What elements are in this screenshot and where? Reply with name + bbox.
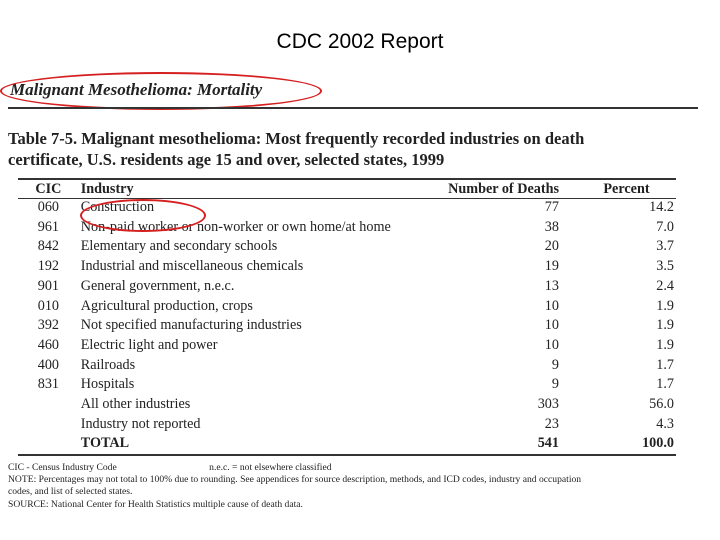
cell-cic: 831 [37, 376, 59, 393]
cell-deaths: 13 [544, 277, 559, 294]
table-row: 831 Hospitals 9 1.7 [18, 375, 676, 395]
cell-cic [18, 395, 79, 415]
cell-industry: Industrial and miscellaneous chemicals [80, 258, 304, 275]
cell-cic: 010 [37, 297, 59, 314]
cell-percent: 1.9 [656, 297, 674, 314]
table-row: 842 Elementary and secondary schools 20 … [18, 237, 676, 257]
cell-cic: 392 [37, 317, 59, 334]
table-header-row: CIC Industry Number of Deaths Percent [18, 180, 676, 198]
cell-cic: 961 [37, 218, 59, 235]
total-deaths: 541 [537, 435, 559, 452]
highlight-oval-heading [0, 72, 322, 110]
cell-industry: Electric light and power [80, 336, 218, 353]
table-row: 010 Agricultural production, crops 10 1.… [18, 297, 676, 317]
cell-cic: 460 [37, 336, 59, 353]
cell-industry: General government, n.e.c. [80, 277, 235, 294]
footnote-cic: CIC - Census Industry Code [8, 462, 117, 473]
footnote-note-line-1: NOTE: Percentages may not total to 100% … [8, 474, 582, 486]
cell-percent: 56.0 [649, 396, 674, 413]
cell-industry: Industry not reported [80, 415, 201, 432]
table-caption-line-1: Table 7-5. Malignant mesothelioma: Most … [8, 129, 585, 148]
cell-deaths: 23 [544, 415, 559, 432]
cell-percent: 3.5 [656, 258, 674, 275]
table-row: 400 Railroads 9 1.7 [18, 356, 676, 376]
cell-percent: 14.2 [649, 199, 674, 215]
cell-cic: 842 [37, 238, 59, 255]
heading-rule [8, 107, 698, 109]
cell-deaths: 10 [544, 297, 559, 314]
column-header-percent: Percent [603, 181, 650, 197]
footnote-nec: n.e.c. = not elsewhere classified [209, 462, 332, 473]
total-label: TOTAL [80, 435, 130, 452]
table-caption: Table 7-5. Malignant mesothelioma: Most … [8, 128, 698, 170]
slide-title: CDC 2002 Report [276, 30, 444, 53]
cell-deaths: 303 [537, 396, 559, 413]
cell-industry: Railroads [80, 356, 136, 373]
cell-deaths: 10 [544, 336, 559, 353]
cell-deaths: 10 [544, 317, 559, 334]
cell-deaths: 20 [544, 238, 559, 255]
table-row: 192 Industrial and miscellaneous chemica… [18, 257, 676, 277]
column-header-deaths: Number of Deaths [448, 181, 559, 197]
table-caption-line-2: certificate, U.S. residents age 15 and o… [8, 150, 445, 169]
cell-deaths: 77 [544, 199, 559, 215]
scanned-document: Malignant Mesothelioma: Mortality Table … [0, 70, 708, 520]
footnote-definitions: CIC - Census Industry Code n.e.c. = not … [8, 462, 708, 474]
footnote-note-line-2: codes, and list of selected states. [8, 486, 133, 498]
cell-percent: 1.9 [656, 317, 674, 334]
table-bottom-rule [18, 454, 676, 456]
cell-percent: 7.0 [656, 218, 674, 235]
cell-industry: Hospitals [80, 376, 135, 393]
footnotes: CIC - Census Industry Code n.e.c. = not … [8, 462, 708, 511]
table-top-rule [18, 178, 676, 180]
cell-cic-empty [18, 434, 79, 454]
table-row: Industry not reported 23 4.3 [18, 415, 676, 435]
total-percent: 100.0 [642, 435, 674, 452]
cell-percent: 1.7 [656, 356, 674, 373]
cell-industry: Agricultural production, crops [80, 297, 253, 314]
cell-cic [18, 415, 79, 435]
cell-industry: All other industries [80, 396, 191, 413]
cell-percent: 2.4 [656, 277, 674, 294]
table-row: All other industries 303 56.0 [18, 395, 676, 415]
cell-percent: 1.7 [656, 376, 674, 393]
column-header-cic: CIC [35, 181, 62, 197]
cell-percent: 4.3 [656, 415, 674, 432]
cell-cic: 192 [37, 258, 59, 275]
cell-deaths: 19 [544, 258, 559, 275]
highlight-oval-construction [80, 199, 206, 232]
cell-percent: 1.9 [656, 336, 674, 353]
footnote-source: SOURCE: National Center for Health Stati… [8, 498, 303, 510]
cell-percent: 3.7 [656, 238, 674, 255]
cell-cic: 901 [37, 277, 59, 294]
cell-deaths: 38 [544, 218, 559, 235]
table-total-row: TOTAL 541 100.0 [18, 434, 676, 454]
table-header-rule [18, 198, 676, 199]
cell-deaths: 9 [551, 376, 559, 393]
table-row: 901 General government, n.e.c. 13 2.4 [18, 277, 676, 297]
table-row: 392 Not specified manufacturing industri… [18, 316, 676, 336]
table-row: 460 Electric light and power 10 1.9 [18, 336, 676, 356]
cell-cic: 400 [37, 356, 59, 373]
column-header-industry: Industry [80, 181, 134, 197]
cell-industry: Not specified manufacturing industries [80, 317, 302, 334]
cell-cic: 060 [37, 199, 59, 215]
cell-industry: Elementary and secondary schools [80, 238, 278, 255]
cell-deaths: 9 [551, 356, 559, 373]
